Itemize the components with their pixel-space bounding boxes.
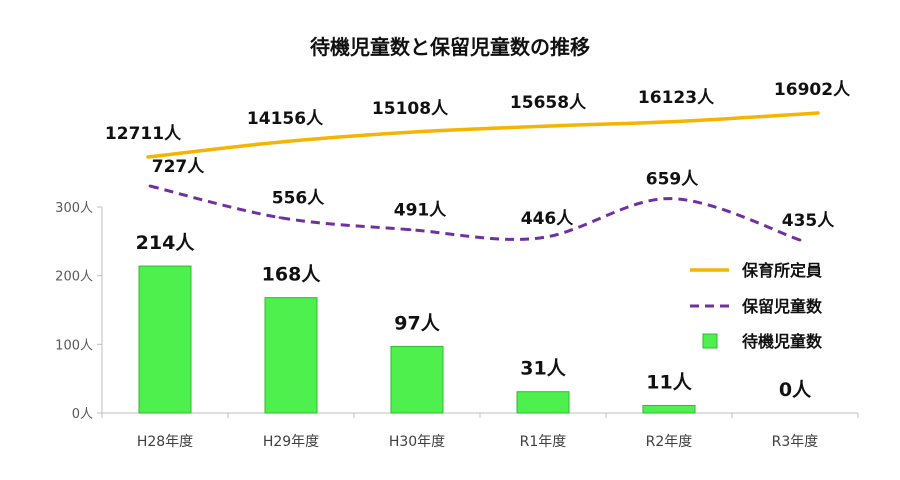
y-tick-label-4: 300人 <box>55 201 93 216</box>
bar-1 <box>138 265 192 414</box>
capacity-label-3: 15108人 <box>372 99 449 119</box>
y-tick-label-2: 100人 <box>55 338 93 353</box>
bar-label-4: 31人 <box>520 358 566 380</box>
pending-point-1 <box>148 184 152 188</box>
pending-point-6 <box>798 238 802 242</box>
pending-label-6: 435人 <box>782 211 835 231</box>
legend-label-2: 保留児童数 <box>741 297 823 316</box>
bar-series: 214人 168人 97人 31人 11人 0人 <box>136 232 812 414</box>
x-tick-label-6: R3年度 <box>772 434 819 450</box>
x-tick-label-1: H28年度 <box>137 434 193 450</box>
pending-label-2: 556人 <box>272 189 325 209</box>
pending-line <box>149 184 801 242</box>
capacity-point-5 <box>682 119 686 123</box>
pending-label-1: 727人 <box>152 157 205 177</box>
capacity-label-2: 14156人 <box>247 109 324 129</box>
pending-point-2 <box>278 216 282 220</box>
x-tick-label-4: R1年度 <box>520 434 567 450</box>
pending-label-5: 659人 <box>646 170 699 190</box>
x-tick-label-5: R2年度 <box>646 434 693 450</box>
line-series: 12711人 14156人 15108人 15658人 16123人 16902人 727人… <box>105 80 851 242</box>
pending-point-4 <box>538 236 542 240</box>
capacity-label-4: 15658人 <box>510 93 587 113</box>
pending-point-5 <box>668 197 672 200</box>
x-tick-label-3: H30年度 <box>389 434 445 450</box>
bar-label-6: 0人 <box>779 379 812 401</box>
pending-label-3: 491人 <box>394 201 447 221</box>
capacity-point-4 <box>548 124 552 128</box>
y-tick-label-3: 200人 <box>55 270 93 285</box>
x-tick-label-2: H29年度 <box>263 434 319 450</box>
bar-3 <box>390 345 444 414</box>
bar-label-1: 214人 <box>136 232 196 254</box>
bar-5 <box>642 404 696 414</box>
capacity-point-2 <box>280 140 284 144</box>
bar-label-3: 97人 <box>394 312 440 334</box>
capacity-line <box>146 111 820 159</box>
bar-4 <box>516 391 570 414</box>
legend-swatch-3 <box>702 333 718 349</box>
pending-point-3 <box>408 228 412 232</box>
capacity-point-6 <box>816 111 820 115</box>
legend-label-3: 待機児童数 <box>742 332 823 351</box>
capacity-point-1 <box>146 155 150 159</box>
bar-label-5: 11人 <box>646 371 692 393</box>
capacity-label-6: 16902人 <box>774 80 851 100</box>
axes: 0人 100人 200人 300人 H28年度 H29年度 H30年度 R1年度 R2年度 R3年… <box>55 201 859 450</box>
capacity-label-1: 12711人 <box>105 124 182 144</box>
y-tick-label-1: 0人 <box>72 407 93 422</box>
bar-label-2: 168人 <box>262 264 322 286</box>
capacity-point-3 <box>414 130 418 134</box>
capacity-label-5: 16123人 <box>638 88 715 108</box>
legend-label-1: 保育所定員 <box>741 261 822 280</box>
chart-title: 待機児童数と保留児童数の推移 <box>310 35 590 59</box>
bar-2 <box>264 297 318 414</box>
pending-label-4: 446人 <box>521 209 574 229</box>
